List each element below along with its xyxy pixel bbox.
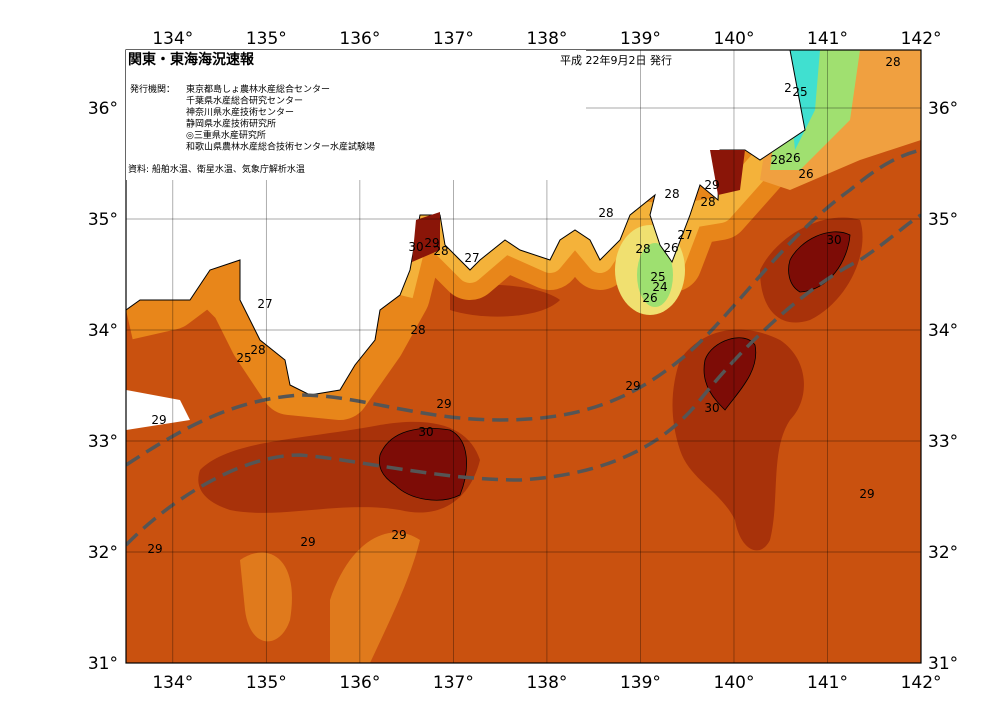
lat-label-left: 35° xyxy=(88,210,118,230)
lat-label-right: 31° xyxy=(928,654,958,674)
lat-label-right: 32° xyxy=(928,543,958,563)
contour-label: 30 xyxy=(418,425,433,439)
contour-label: 27 xyxy=(677,228,692,242)
sea-30-core xyxy=(378,231,851,501)
lon-label-bottom: 139° xyxy=(620,673,661,693)
contour-label: 28 xyxy=(410,323,425,337)
title: 関東・東海海況速報 xyxy=(128,51,255,68)
contour-label: 25 xyxy=(792,85,807,99)
lon-label-top: 136° xyxy=(339,29,380,49)
issuer-name: 静岡県水産技術研究所 xyxy=(186,118,276,130)
no-data xyxy=(126,390,190,430)
contour-label: 29 xyxy=(300,535,315,549)
contour-label: 30 xyxy=(704,401,719,415)
lat-label-left: 34° xyxy=(88,321,118,341)
contour-label: 28 xyxy=(664,187,679,201)
lat-label-left: 36° xyxy=(88,99,118,119)
lon-label-bottom: 136° xyxy=(339,673,380,693)
issuer-name: 神奈川県水産技術センター xyxy=(186,106,294,118)
contour-label: 26 xyxy=(798,167,813,181)
issue-date: 平成 22年9月2日 発行 xyxy=(560,53,672,67)
lon-label-top: 137° xyxy=(433,29,474,49)
lon-label-bottom: 140° xyxy=(714,673,755,693)
lon-label-top: 142° xyxy=(901,29,942,49)
contour-label: 29 xyxy=(859,487,874,501)
lon-label-top: 134° xyxy=(152,29,193,49)
lon-label-top: 139° xyxy=(620,29,661,49)
kuroshio-axis xyxy=(126,148,921,547)
lon-label-top: 138° xyxy=(526,29,567,49)
lat-label-right: 34° xyxy=(928,321,958,341)
contour-label: 26 xyxy=(642,291,657,305)
lon-label-bottom: 141° xyxy=(807,673,848,693)
contour-label: 30 xyxy=(826,233,841,247)
contour-label: 28 xyxy=(700,195,715,209)
legend-box xyxy=(126,50,586,180)
lon-label-bottom: 135° xyxy=(246,673,287,693)
contour-label: 26 xyxy=(663,241,678,255)
lat-label-left: 33° xyxy=(88,432,118,452)
contour-label: 29 xyxy=(424,236,439,250)
contour-label: 28 xyxy=(433,244,448,258)
lon-label-bottom: 138° xyxy=(526,673,567,693)
issuer-name: ◎三重県水産研究所 xyxy=(186,129,266,141)
contour-label: 28 xyxy=(250,343,265,357)
sea-28-patches xyxy=(240,532,420,663)
contour-label: 26 xyxy=(785,151,800,165)
lat-label-left: 31° xyxy=(88,654,118,674)
contour-label: 29 xyxy=(704,178,719,192)
source: 資料: 船舶水温、衛星水温、気象庁解析水温 xyxy=(128,163,305,175)
contour-label: 28 xyxy=(598,206,613,220)
lat-label-right: 35° xyxy=(928,210,958,230)
contour-label: 25 xyxy=(650,270,665,284)
contour-label: 30 xyxy=(408,240,423,254)
lon-label-top: 135° xyxy=(246,29,287,49)
lon-label-top: 140° xyxy=(714,29,755,49)
contour-label: 2 xyxy=(784,81,792,95)
lon-label-bottom: 142° xyxy=(901,673,942,693)
contour-label: 29 xyxy=(151,413,166,427)
contour-label: 27 xyxy=(464,251,479,265)
lon-label-bottom: 134° xyxy=(152,673,193,693)
ise-warm-patch xyxy=(412,212,440,262)
contour-label: 29 xyxy=(436,397,451,411)
sagami-warm-patch xyxy=(710,150,745,195)
contour-label: 29 xyxy=(147,542,162,556)
lat-label-left: 32° xyxy=(88,543,118,563)
contour-label: 28 xyxy=(885,55,900,69)
lon-label-bottom: 137° xyxy=(433,673,474,693)
contour-label: 28 xyxy=(770,153,785,167)
lat-label-right: 36° xyxy=(928,99,958,119)
contour-label: 29 xyxy=(625,379,640,393)
issuer-name: 和歌山県農林水産総合技術センター水産試験場 xyxy=(186,141,375,153)
contour-label: 25 xyxy=(236,351,251,365)
issuer-name: 千葉県水産総合研究センター xyxy=(186,95,303,107)
contour-label: 28 xyxy=(635,242,650,256)
lon-label-top: 141° xyxy=(807,29,848,49)
issuer-label: 発行機関： xyxy=(130,83,175,95)
labels: 東京都島しょ農林水産総合センター千葉県水産総合研究センター神奈川県水産技術センタ… xyxy=(88,29,958,693)
lat-label-right: 33° xyxy=(928,432,958,452)
contour-label: 24 xyxy=(652,280,667,294)
contour-label: 27 xyxy=(257,297,272,311)
contour-label: 29 xyxy=(391,528,406,542)
issuer-name: 東京都島しょ農林水産総合センター xyxy=(186,83,330,95)
